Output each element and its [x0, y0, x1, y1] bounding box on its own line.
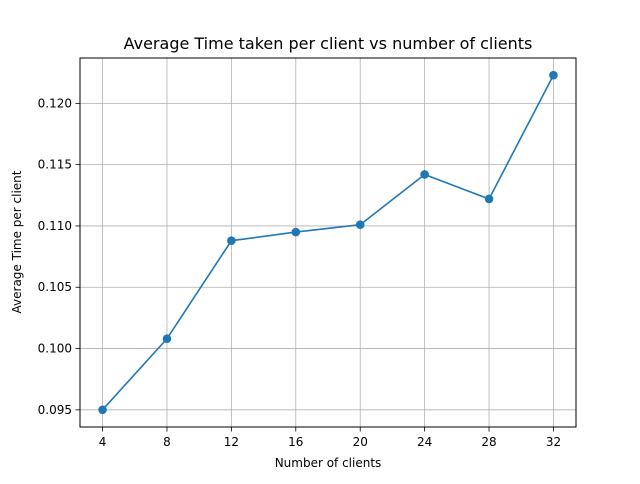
- x-tick-label: 4: [99, 435, 107, 449]
- chart-title: Average Time taken per client vs number …: [124, 34, 533, 53]
- data-point: [355, 220, 365, 230]
- y-tick-label: 0.120: [38, 96, 72, 110]
- data-point: [98, 405, 107, 415]
- y-axis: 0.095 0.100 0.105 0.110 0.115 0.120: [38, 96, 80, 417]
- x-tick-label: 24: [417, 435, 432, 449]
- data-point: [227, 236, 236, 245]
- x-tick-label: 12: [224, 435, 239, 449]
- data-point: [420, 170, 429, 179]
- data-point: [549, 70, 558, 80]
- x-tick-label: 28: [481, 435, 496, 449]
- series-line: [101, 74, 555, 411]
- y-tick-label: 0.115: [38, 158, 72, 172]
- x-axis-label: Number of clients: [275, 456, 382, 470]
- data-point: [162, 334, 172, 344]
- y-tick-label: 0.100: [38, 342, 72, 356]
- plot-frame: [79, 57, 577, 428]
- x-tick-label: 32: [546, 435, 561, 449]
- series-layer: [98, 70, 558, 415]
- data-point: [291, 227, 301, 237]
- y-axis-label: Average Time per client: [10, 170, 24, 313]
- x-axis: 4 8 12 16 20 24 28 32: [99, 427, 561, 449]
- x-tick-label: 8: [163, 435, 171, 449]
- x-tick-label: 16: [288, 435, 303, 449]
- y-tick-label: 0.105: [38, 280, 72, 294]
- y-tick-label: 0.110: [38, 219, 72, 233]
- x-tick-label: 20: [353, 435, 368, 449]
- data-point: [484, 194, 494, 204]
- y-tick-label: 0.095: [38, 403, 72, 417]
- plot-area: [80, 58, 576, 427]
